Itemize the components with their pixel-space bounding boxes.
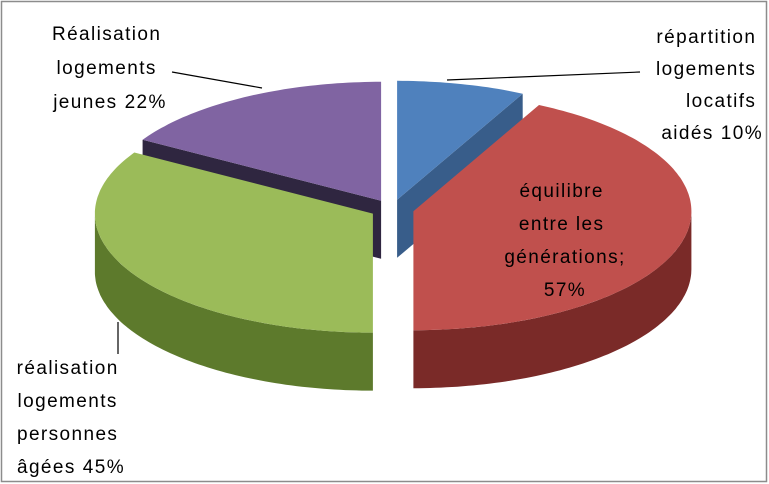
data-label-name: répartition logements locatifs aidés xyxy=(656,27,763,144)
data-label-value: 10% xyxy=(721,123,763,144)
data-label-name: équilibre entre les générations; xyxy=(504,181,625,268)
data-label-value: 22% xyxy=(125,92,167,113)
slice xyxy=(142,81,382,201)
slice-wall xyxy=(94,213,373,391)
slice xyxy=(397,80,523,200)
data-label-value: 45% xyxy=(83,457,125,478)
labels: répartition logements locatifs aidés 10% é… xyxy=(17,24,763,478)
slice xyxy=(94,152,373,333)
pie xyxy=(94,80,692,391)
data-label-value: 57% xyxy=(544,280,586,301)
data-label-name: Réalisation logements jeunes xyxy=(52,24,168,113)
leader-line xyxy=(171,71,263,89)
slice xyxy=(413,105,692,331)
data-label-name: réalisation logements personnes âgées xyxy=(17,358,126,478)
leader-line xyxy=(446,71,641,81)
slice-wall xyxy=(413,211,692,389)
